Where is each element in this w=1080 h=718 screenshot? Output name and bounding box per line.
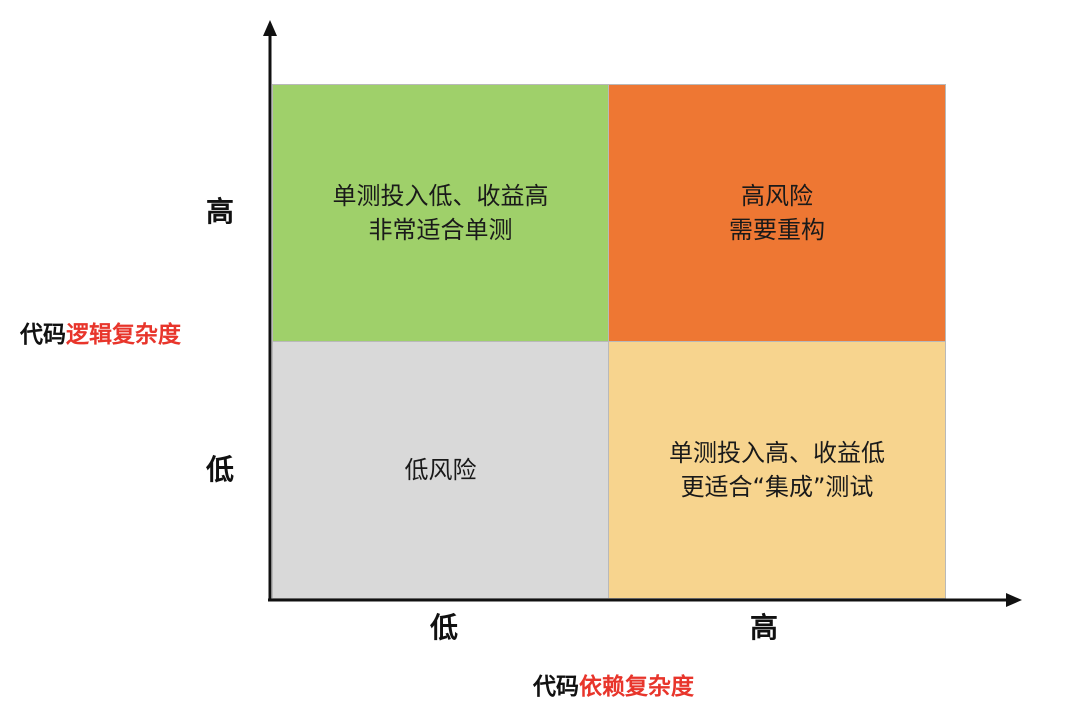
- y-axis-title: 代码逻辑复杂度: [20, 320, 181, 350]
- quadrant-text-line: 需要重构: [729, 216, 825, 244]
- quadrant-text-line: 低风险: [404, 456, 477, 484]
- quadrant-bottom-left: 低风险: [272, 341, 609, 599]
- quadrant-text-line: 非常适合单测: [368, 216, 513, 244]
- y-axis-title-prefix: 代码: [20, 322, 66, 348]
- y-axis-arrow-icon: [263, 20, 277, 36]
- quadrant-bottom-right: 单测投入高、收益低 更适合“集成”测试: [608, 341, 946, 599]
- y-tick-low: 低: [206, 453, 235, 486]
- x-axis-title: 代码依赖复杂度: [533, 672, 694, 702]
- x-tick-low: 低: [430, 611, 459, 644]
- quadrant-text-line: 更适合“集成”测试: [680, 473, 874, 501]
- x-axis-title-highlight: 依赖复杂度: [579, 674, 694, 700]
- y-axis-title-highlight: 逻辑复杂度: [66, 322, 181, 348]
- quadrant-text-line: 单测投入低、收益高: [332, 182, 549, 210]
- x-axis-title-prefix: 代码: [533, 674, 579, 700]
- x-tick-high: 高: [750, 611, 779, 644]
- y-tick-high: 高: [206, 195, 235, 228]
- x-axis-arrow-icon: [1006, 593, 1022, 607]
- quadrant-top-right: 高风险 需要重构: [608, 84, 946, 342]
- quadrant-text-line: 高风险: [741, 182, 813, 210]
- quadrant-text-line: 单测投入高、收益低: [669, 439, 885, 467]
- quadrant-top-left: 单测投入低、收益高 非常适合单测: [272, 84, 609, 342]
